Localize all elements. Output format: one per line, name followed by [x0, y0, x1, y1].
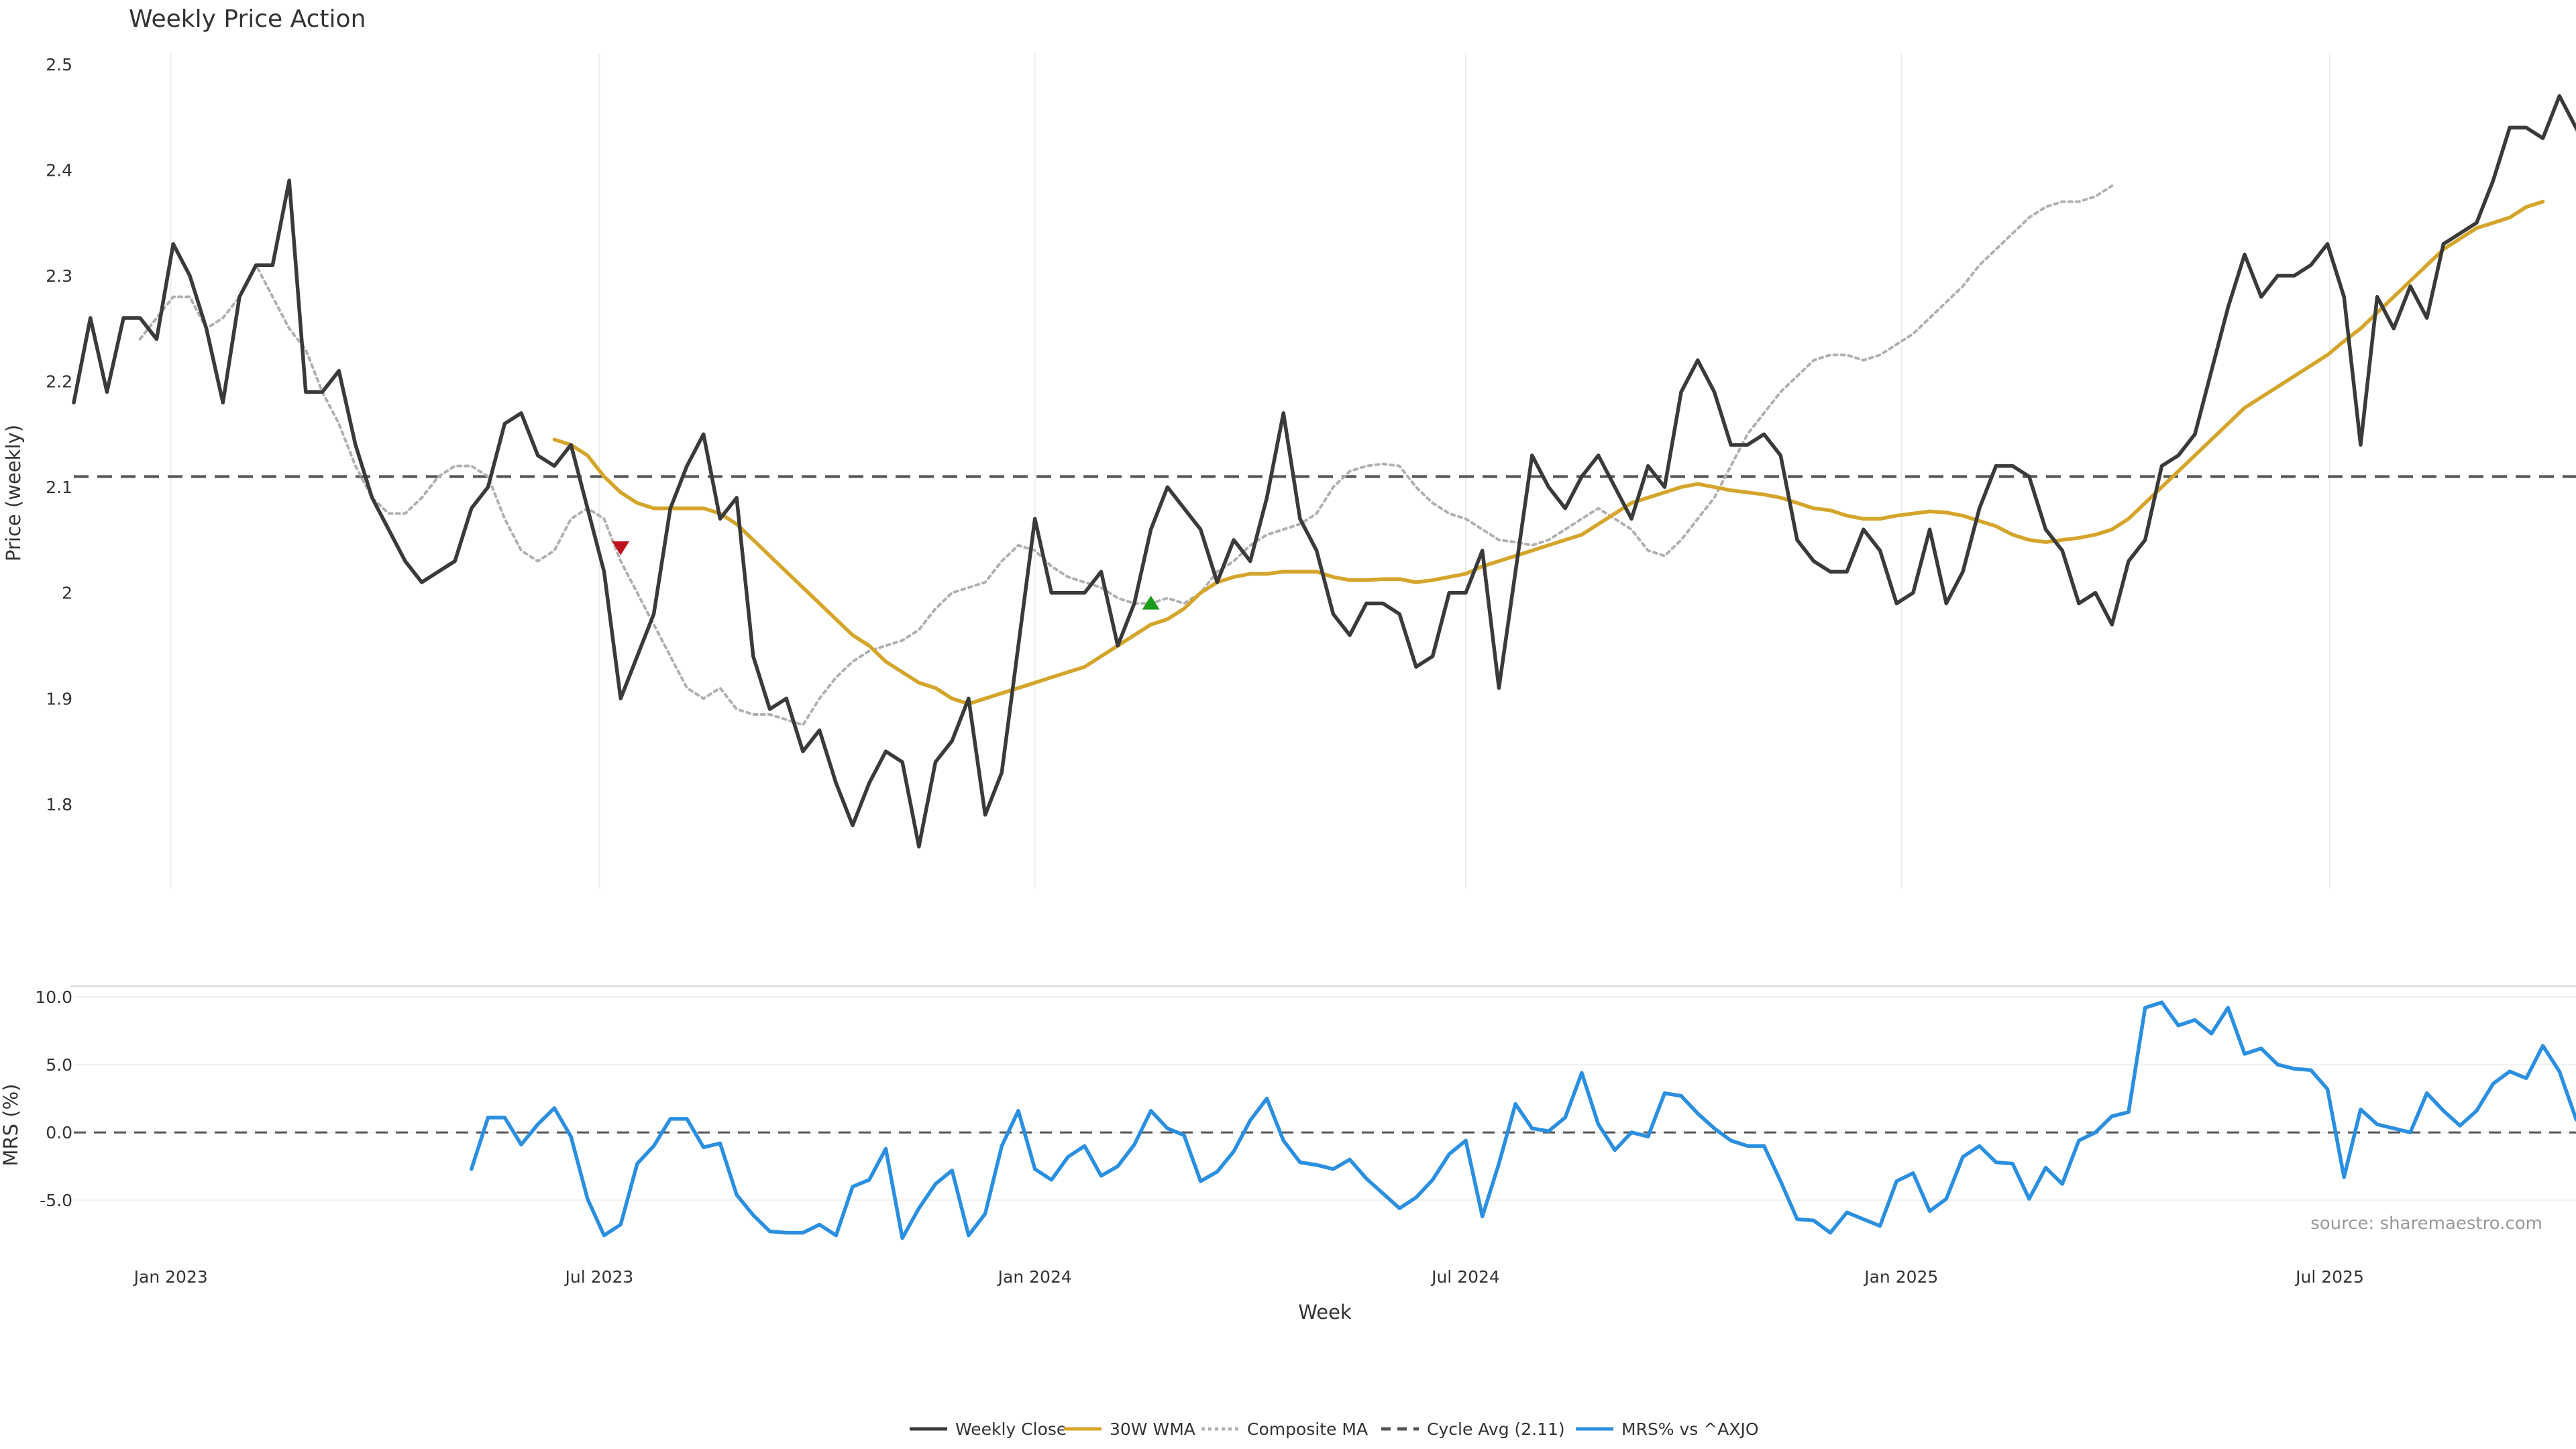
price-y-ticks: 1.8 1.9 2 2.1 2.2 2.3 2.4 2.5	[46, 55, 72, 814]
price-grid	[170, 54, 2330, 889]
signals	[612, 541, 1160, 610]
mrs-y-tick-label: 5.0	[46, 1055, 72, 1075]
price-y-tick-label: 2.4	[46, 160, 72, 180]
series-mrs-vs-axjo	[470, 1000, 2576, 1240]
price-y-tick-label: 1.9	[46, 689, 72, 708]
x-tick-label: Jan 2024	[997, 1267, 1072, 1287]
price-y-tick-label: 1.8	[46, 795, 72, 814]
mrs-y-tick-label: 10.0	[35, 987, 72, 1007]
series-30w-wma	[552, 199, 2545, 706]
source-note: source: sharemaestro.com	[2310, 1214, 2542, 1234]
x-tick-label: Jan 2025	[1863, 1267, 1938, 1287]
mrs-series	[74, 1000, 2576, 1240]
price-panel: 1.8 1.9 2 2.1 2.2 2.3 2.4 2.5 Price (weekly)	[2, 54, 2576, 889]
series-weekly-close	[72, 94, 2576, 849]
mrs-panel: -5.0 0.0 5.0 10.0 MRS (%) source: sharemaes…	[0, 987, 2576, 1240]
x-tick-label: Jul 2025	[2294, 1267, 2364, 1287]
mrs-y-tick-label: -5.0	[40, 1191, 72, 1210]
price-y-axis-title: Price (weekly)	[2, 425, 25, 561]
x-tick-label: Jul 2023	[564, 1267, 634, 1287]
legend-label-weekly-close: Weekly Close	[955, 1419, 1067, 1439]
mrs-y-tick-label: 0.0	[46, 1123, 72, 1142]
legend-label-30w-wma: 30W WMA	[1110, 1419, 1195, 1439]
price-series	[72, 94, 2576, 849]
price-y-tick-label: 2.3	[46, 266, 72, 286]
legend-label-composite-ma: Composite MA	[1247, 1419, 1368, 1439]
price-y-tick-label: 2.2	[46, 372, 72, 392]
mrs-grid	[74, 996, 2576, 1201]
x-axis-title: Week	[1298, 1301, 1352, 1324]
price-y-tick-label: 2	[62, 584, 72, 603]
legend-label-mrs-vs-axjo: MRS% vs ^AXJO	[1621, 1419, 1759, 1439]
mrs-y-axis-title: MRS (%)	[0, 1084, 22, 1167]
legend-label-cycle-avg-2-11: Cycle Avg (2.11)	[1427, 1419, 1565, 1439]
price-y-tick-label: 2.1	[46, 478, 72, 497]
series-composite-ma	[138, 184, 2114, 727]
chart-title: Weekly Price Action	[129, 5, 366, 33]
x-tick-label: Jul 2024	[1430, 1267, 1500, 1287]
buy-signal-marker	[1142, 595, 1160, 610]
x-ticks: Jan 2023 Jul 2023 Jan 2024 Jul 2024 Jan 2025…	[133, 1267, 2364, 1287]
mrs-y-ticks: -5.0 0.0 5.0 10.0	[35, 987, 72, 1210]
sell-signal-marker	[612, 541, 630, 555]
x-tick-label: Jan 2023	[133, 1267, 208, 1287]
legend: Weekly Close 30W WMA Composite MA Cycle Avg…	[910, 1419, 1759, 1439]
price-y-tick-label: 2.5	[46, 55, 72, 74]
